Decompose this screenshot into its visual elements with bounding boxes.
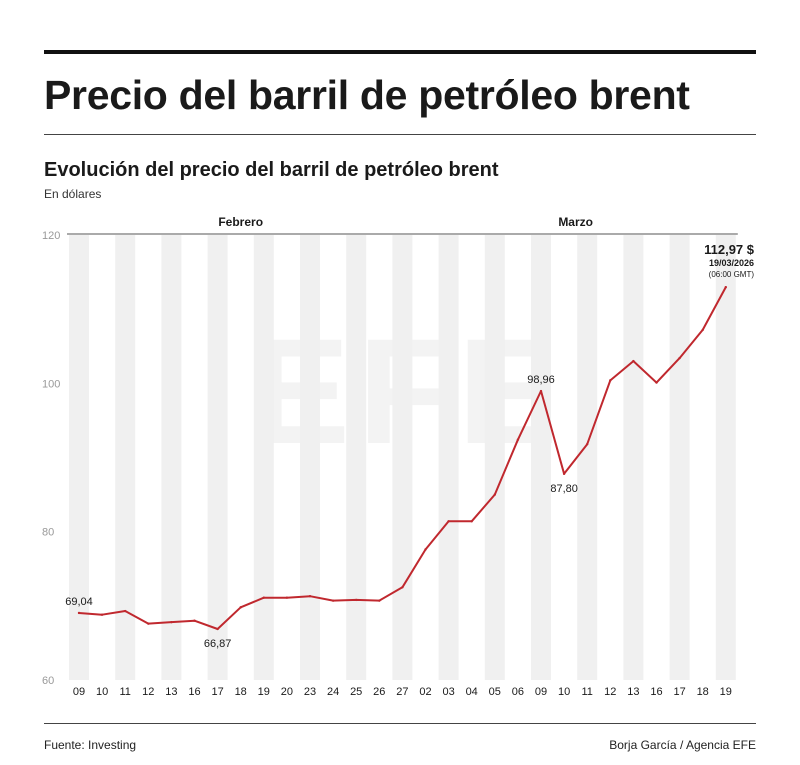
data-point (331, 599, 335, 602)
data-point (77, 611, 81, 615)
x-tick-label: 05 (489, 686, 501, 698)
data-point (100, 613, 104, 616)
data-point (447, 520, 450, 523)
data-point (678, 356, 681, 360)
source-note: Fuente: Investing (44, 738, 137, 752)
footer-divider (44, 723, 756, 724)
y-tick-label: 60 (42, 675, 54, 687)
grid-band (577, 235, 598, 680)
data-point (470, 520, 473, 523)
y-tick-label: 120 (42, 230, 60, 242)
data-point (147, 622, 150, 625)
x-tick-label: 18 (235, 686, 247, 698)
x-tick-label: 24 (327, 686, 339, 698)
grid-band (115, 235, 136, 680)
x-tick-label: 11 (581, 686, 592, 698)
grid-band (438, 235, 459, 680)
x-tick-label: 17 (673, 686, 685, 698)
x-tick-label: 16 (650, 686, 662, 698)
data-point (632, 359, 635, 363)
x-tick-label: 27 (396, 686, 408, 698)
data-point (493, 493, 496, 496)
data-label: 66,87 (204, 638, 232, 650)
data-point (170, 620, 173, 624)
data-point (655, 381, 658, 384)
grid-band (623, 235, 644, 680)
data-point (355, 598, 358, 602)
x-tick-label: 12 (604, 686, 616, 698)
title-divider (44, 134, 756, 135)
x-tick-label: 09 (73, 686, 85, 698)
data-point (539, 389, 543, 393)
grid-band (484, 235, 505, 680)
top-rule (44, 50, 756, 54)
data-point (239, 606, 242, 609)
x-tick-label: 17 (211, 686, 223, 698)
grid-band (669, 235, 690, 680)
x-tick-label: 10 (558, 686, 570, 698)
data-point (724, 285, 727, 289)
x-tick-label: 11 (119, 686, 130, 698)
data-label: 87,80 (550, 483, 578, 495)
month-label: Febrero (218, 215, 263, 229)
data-point (401, 586, 404, 589)
x-tick-label: 09 (535, 686, 547, 698)
x-tick-label: 23 (304, 686, 316, 698)
data-point (124, 609, 127, 613)
grid-band (207, 235, 228, 680)
x-tick-label: 13 (627, 686, 639, 698)
x-tick-label: 26 (373, 686, 385, 698)
x-tick-label: 19 (258, 686, 270, 698)
grid-band (531, 235, 551, 680)
unit-label: En dólares (44, 187, 102, 201)
x-tick-label: 25 (350, 686, 362, 698)
data-point (308, 594, 312, 598)
grid-band (715, 235, 736, 680)
grid-band (300, 235, 320, 680)
grid-band (392, 235, 413, 680)
page-title: Precio del barril de petróleo brent (44, 72, 690, 118)
data-point (586, 442, 589, 446)
final-time-label: (06:00 GMT) (709, 270, 755, 279)
grid-band (69, 235, 89, 680)
data-label: 98,96 (527, 374, 555, 386)
x-tick-label: 18 (697, 686, 709, 698)
grid-band (161, 235, 182, 680)
data-point (262, 596, 265, 599)
grid-band (346, 235, 367, 680)
data-point (378, 599, 381, 602)
x-tick-label: 04 (466, 686, 478, 698)
data-point (701, 328, 704, 332)
month-label: Marzo (558, 215, 593, 229)
y-tick-label: 80 (42, 527, 54, 539)
x-tick-label: 12 (142, 686, 154, 698)
x-tick-label: 13 (165, 686, 177, 698)
data-point (424, 548, 427, 551)
data-point (285, 596, 289, 599)
x-tick-label: 20 (281, 686, 293, 698)
x-tick-label: 06 (512, 686, 524, 698)
data-point (193, 619, 196, 622)
x-tick-label: 03 (442, 686, 454, 698)
grid-band (253, 235, 274, 680)
data-point (609, 379, 612, 382)
data-point (516, 438, 520, 441)
chart-subtitle: Evolución del precio del barril de petró… (44, 159, 499, 181)
data-point (216, 627, 219, 631)
x-tick-label: 19 (720, 686, 732, 698)
final-date-label: 19/03/2026 (709, 258, 754, 268)
data-point (562, 472, 566, 476)
x-tick-label: 10 (96, 686, 108, 698)
x-tick-label: 16 (188, 686, 200, 698)
x-tick-label: 02 (419, 686, 431, 698)
author-credit: Borja García / Agencia EFE (609, 738, 756, 752)
final-value-label: 112,97 $ (704, 242, 755, 257)
y-tick-label: 100 (42, 378, 60, 390)
data-label: 69,04 (65, 596, 93, 608)
